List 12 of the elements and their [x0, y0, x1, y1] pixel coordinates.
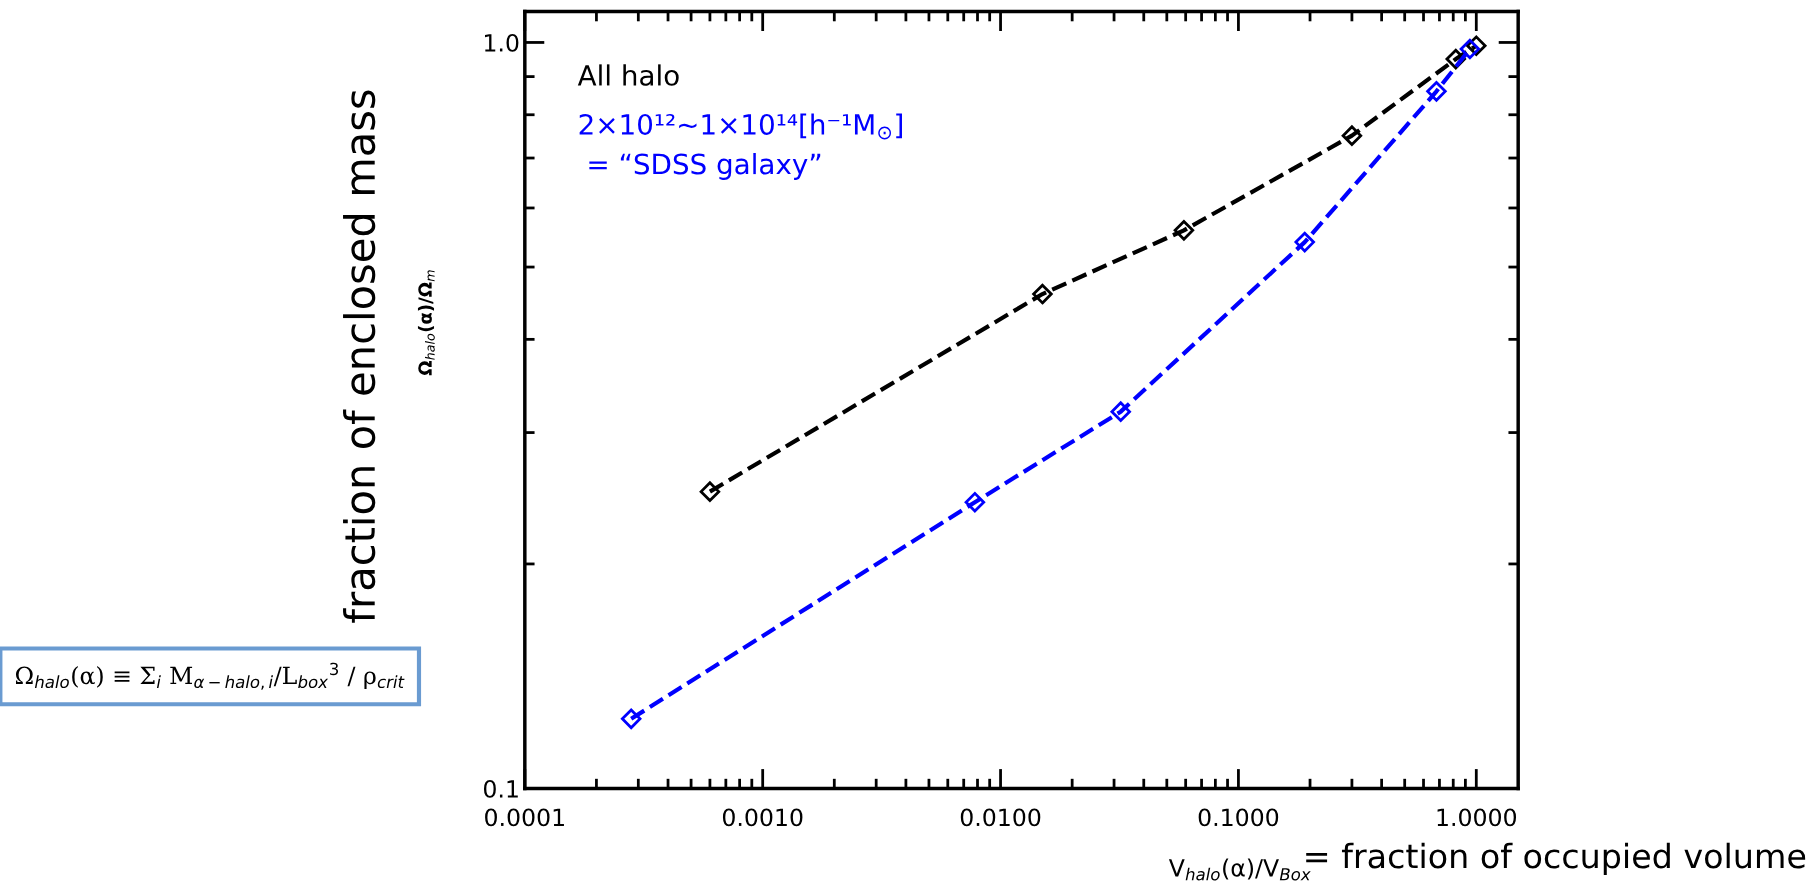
text: fraction of enclosed mass	[343, 90, 376, 623]
text: All halo	[577, 64, 679, 86]
text: Ω$_{halo}$(α) ≡ Σ$_{i}$ M$_{α−halo,i}$/L$_{box}$$^{3}$ / ρ$_{crit}$	[15, 662, 405, 690]
text: 2×10¹²~1×10¹⁴[h⁻¹M$_{⊙}$] = “SDSS galaxy”	[579, 113, 902, 180]
x-tick-label: 0.0010	[722, 808, 803, 827]
x-tick-label: 0.0100	[960, 808, 1041, 827]
x-tick-label: 0.1000	[1198, 808, 1279, 827]
y-tick-label: 1.0	[485, 33, 519, 52]
y-axis-title: Ω$_{halo}$(α)/Ω$_{m}$	[417, 270, 435, 376]
y-tick-label: 0.1	[483, 779, 518, 798]
x-tick-label: 0.0001	[485, 808, 564, 827]
x-tick-label: 1.0000	[1437, 808, 1517, 827]
